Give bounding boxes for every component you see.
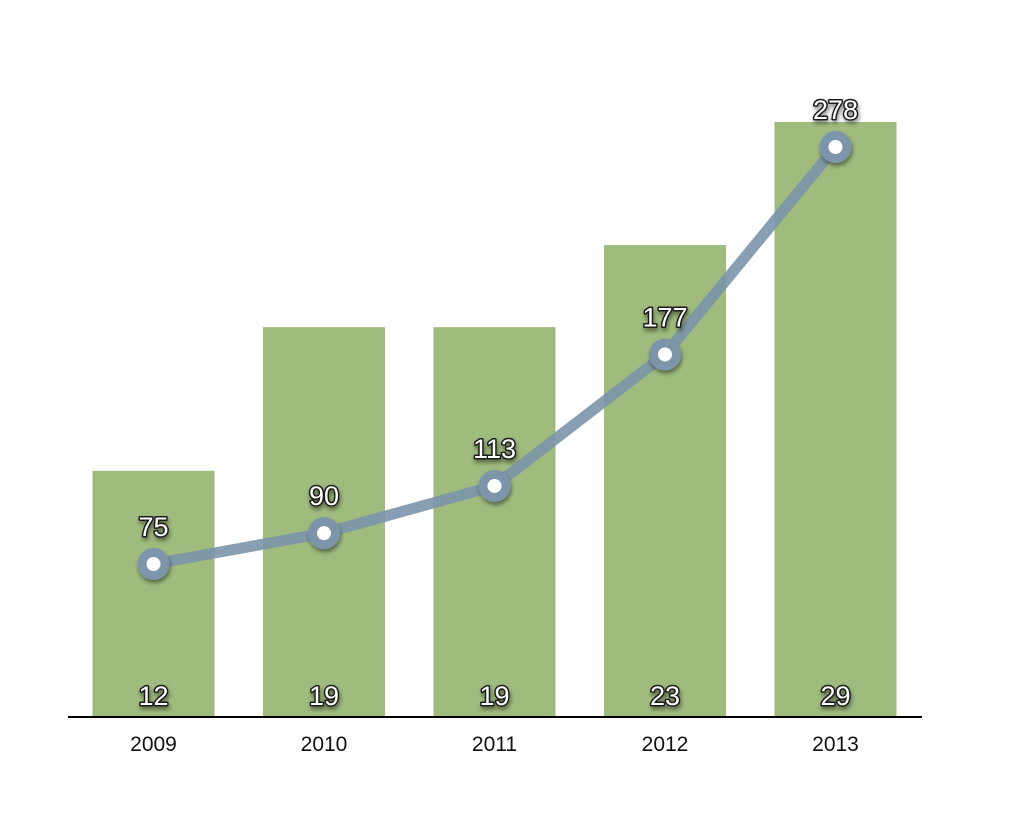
bar-value-label: 29 xyxy=(820,681,850,711)
line-value-label: 75 xyxy=(138,512,168,542)
bar-value-label: 12 xyxy=(138,681,168,711)
bar-2013 xyxy=(774,122,897,717)
line-point-center xyxy=(828,140,843,154)
line-value-label: 90 xyxy=(309,481,339,511)
line-value-label: 113 xyxy=(473,434,516,464)
line-point-center xyxy=(487,478,502,493)
line-series xyxy=(137,131,852,580)
line-value-label: 278 xyxy=(813,95,858,125)
bar-value-label: 19 xyxy=(479,681,509,711)
line-point-2010 xyxy=(308,517,340,550)
bar-2009 xyxy=(92,470,215,717)
line-point-2012 xyxy=(649,338,681,371)
x-tick-label: 2011 xyxy=(472,733,517,756)
line-point-center xyxy=(146,557,161,571)
x-tick-label: 2013 xyxy=(812,733,859,756)
line-point-2011 xyxy=(478,469,511,502)
line-value-label: 177 xyxy=(642,302,687,332)
bar-2012 xyxy=(604,245,726,717)
x-tick-label: 2012 xyxy=(642,733,689,756)
data-labels: 75 90 113 177 278 12 19 19 23 29 xyxy=(137,94,860,713)
x-tick-label: 2009 xyxy=(130,733,177,756)
line-point-2009 xyxy=(137,548,170,580)
bar-2011 xyxy=(433,327,556,717)
x-tick-label: 2010 xyxy=(301,733,348,756)
bar-value-label: 23 xyxy=(650,681,680,711)
line-point-2013 xyxy=(819,131,852,163)
line-point-center xyxy=(658,347,672,362)
bar-value-label: 19 xyxy=(309,681,339,711)
line-point-center xyxy=(317,526,331,541)
x-axis-ticks: 2009 2010 2011 2012 2013 xyxy=(130,733,859,756)
